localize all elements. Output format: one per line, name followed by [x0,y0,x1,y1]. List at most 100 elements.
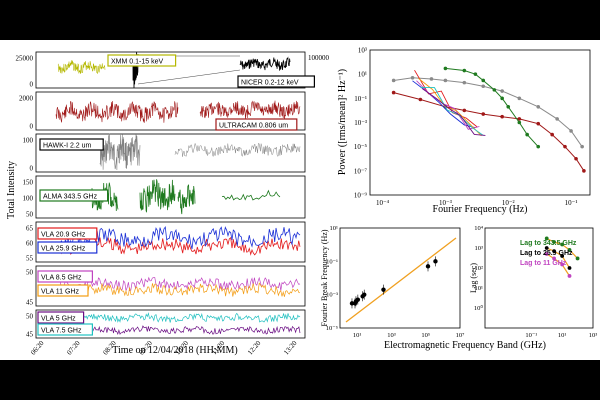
lag-point [544,252,549,256]
break-ytick: 10¹ [330,225,339,232]
vla-5-label: VLA 5 GHz [41,315,76,322]
lag-point [560,262,565,267]
psd-point [410,76,415,80]
psd-point [391,78,396,83]
zoom-connector [137,69,241,85]
xmm-series [57,60,106,75]
vla-7-5-box [37,323,94,336]
psd-point [517,96,522,101]
lag-frame [484,227,594,329]
psd-point [443,78,448,83]
ts-ytick: 0 [30,123,34,131]
alma-series [91,182,119,212]
vla-5-series [59,312,301,323]
break-point [355,297,361,302]
ts-ytick-right: 100000 [308,54,330,62]
psd-ytick: 10³ [358,47,367,55]
lag-point [567,274,572,278]
vla-8-5-series [59,276,301,292]
psd-point [500,89,504,93]
psd-ytick: 10⁻¹ [354,95,367,103]
break-xtick: 10⁵ [421,332,430,339]
nicer-box [237,75,316,88]
lag-ytick: 10⁴ [474,225,484,232]
vla-20-9-label: VLA 20.9 GHz [41,231,86,238]
timeseries-figure: Total Intensity Time on 12/04/2018 (HH:M… [6,161,238,356]
vla-25-9-label: VLA 25.9 GHz [41,245,86,252]
lag-point [560,242,565,247]
lag-point [567,248,572,252]
break-panel: Fourier Break Frequency (Hz) 10¹ 10³ 10⁵ 10… [320,225,464,339]
lag-point [575,256,580,261]
hawki-panel: 100 0 [23,133,306,173]
ts-xtick: 07:20 [65,339,82,357]
psd-point [506,104,511,109]
vla-8-5-box [37,270,94,283]
vla-11-series [59,282,301,297]
lag-panel: Lag (sec) 10⁻¹ 10¹ 10³ 10⁴ 10³ 10² 10¹ 10⁰ Lag … [469,225,597,339]
psd-xtick: 10⁻³ [439,199,452,207]
xmm-label: XMM 0.1-15 keV [111,58,163,65]
ts-ytick: 50 [26,211,34,219]
psd-xtick: 10⁻² [502,199,515,207]
vla-25-9-series [59,226,301,250]
psd-point [550,132,554,137]
alma-series [177,184,196,215]
lag-xtick: 10¹ [558,332,567,339]
ultracam-series [55,100,179,123]
vla-25-9-box [37,241,98,254]
alma-label: ALMA 343.5 GHz [43,193,98,200]
ts-xtick: 12:20 [246,339,263,357]
hawki-label: HAWK-I 2.2 um [43,142,92,149]
ts-xtick: 13:20 [282,339,299,357]
vla-11-box [37,284,89,297]
psd-panel: Power ([rms/mean]² Hz⁻¹) Fourier Frequen… [337,47,591,215]
psd-point [574,156,578,161]
psd-point [517,120,522,125]
lag-xtick: 10³ [589,332,598,339]
psd-point [481,84,486,89]
psd-point [500,96,504,101]
psd-point [563,144,567,149]
psd-frame [369,49,591,196]
ts-ytick: 60 [26,240,34,248]
lag-point [552,256,556,261]
psd-ytick: 10⁻³ [354,119,367,127]
psd-point [525,132,529,137]
psd-ytick: 10⁻⁹ [354,192,368,200]
psd-series-darkred [393,92,585,172]
psd-point [481,112,486,116]
ts-ytick: 2000 [19,95,34,103]
ts-ytick: 50 [26,269,34,277]
nicer-label: NICER 0.2-12 keV [241,79,299,86]
psd-point [429,77,434,81]
break-point [433,259,438,264]
figure: Total Intensity Time on 12/04/2018 (HH:M… [0,40,600,360]
psd-point [569,129,573,133]
vla-8-5-label: VLA 8.5 GHz [41,274,82,281]
xmm-box [107,54,177,67]
alma-series [221,189,281,201]
vla-11-label: VLA 11 GHz [41,288,80,295]
bottom-xlabel: Electromagnetic Frequency Band (GHz) [384,340,546,351]
ts-ytick: 100 [23,195,34,203]
vla-7-5-series [59,325,301,336]
lag-point [552,249,556,253]
lag-ytick: 10¹ [475,285,484,292]
ts-xtick: 06:20 [29,339,46,357]
psd-point [555,117,559,121]
vla-5-box [37,311,85,324]
ultracam-label: ULTRACAM 0.806 um [219,122,288,129]
ts-ytick: 0 [30,165,34,173]
psd-xtick: 10⁻¹ [565,199,578,207]
lag-ytick: 10⁰ [474,304,484,312]
break-point [425,264,431,269]
break-point [362,292,367,297]
ts-ytick: 65 [26,225,34,233]
psd-radio-series [420,87,484,136]
psd-point [536,104,541,109]
alma-series [139,179,176,213]
psd-ylabel: Power ([rms/mean]² Hz⁻¹) [337,69,348,175]
psd-point [536,121,541,126]
psd-xlabel: Fourier Frequency (Hz) [433,204,528,215]
